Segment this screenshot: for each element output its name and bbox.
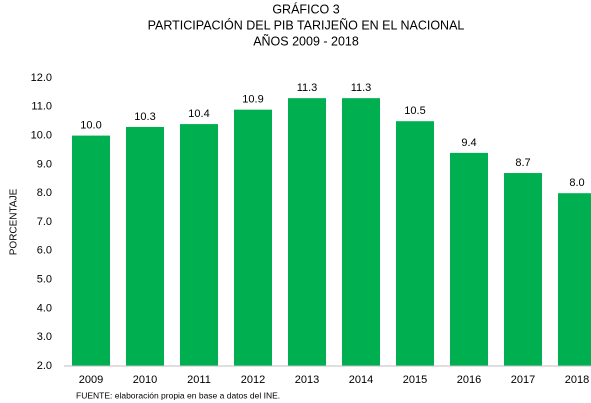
y-tick-label: 10.0	[31, 130, 52, 142]
x-tick-label: 2010	[133, 374, 157, 386]
data-label: 8.7	[515, 157, 530, 169]
data-label: 8.0	[569, 177, 584, 189]
bar	[450, 152, 488, 366]
bar	[558, 193, 591, 366]
data-label: 10.3	[134, 111, 155, 123]
data-label: 11.3	[297, 82, 318, 94]
data-label: 11.3	[351, 82, 372, 94]
x-tick-label: 2018	[565, 374, 589, 386]
y-tick-label: 7.0	[37, 216, 52, 228]
x-tick-label: 2017	[511, 374, 535, 386]
chart-subtitle: AÑOS 2009 - 2018	[253, 34, 359, 48]
y-tick-label: 6.0	[37, 245, 52, 257]
x-tick-label: 2009	[79, 374, 103, 386]
bar	[342, 98, 380, 366]
data-label: 10.0	[80, 120, 101, 132]
x-tick-label: 2014	[349, 374, 373, 386]
y-tick-label: 9.0	[37, 158, 52, 170]
chart-subtitle: PARTICIPACIÓN DEL PIB TARIJEÑO EN EL NAC…	[148, 17, 465, 32]
y-axis-label: PORCENTAJE	[9, 188, 20, 255]
data-label: 10.5	[404, 105, 425, 117]
x-tick-label: 2012	[241, 374, 265, 386]
bar	[288, 98, 326, 366]
y-tick-label: 11.0	[31, 101, 52, 113]
chart-title: GRÁFICO 3	[272, 1, 339, 16]
y-tick-label: 2.0	[37, 360, 52, 372]
bar	[126, 126, 164, 367]
y-tick-label: 8.0	[37, 187, 52, 199]
bar	[396, 121, 434, 366]
data-label: 10.9	[242, 94, 263, 106]
y-tick-label: 12.0	[31, 72, 52, 84]
x-tick-label: 2013	[295, 374, 319, 386]
bar	[180, 124, 218, 366]
y-tick-label: 3.0	[37, 331, 52, 343]
y-tick-label: 4.0	[37, 302, 52, 314]
data-label: 9.4	[461, 137, 476, 149]
bar	[72, 135, 110, 366]
bar	[504, 173, 542, 366]
data-label: 10.4	[188, 108, 209, 120]
x-tick-label: 2016	[457, 374, 481, 386]
x-tick-label: 2011	[187, 374, 211, 386]
source-note: FUENTE: elaboración propia en base a dat…	[76, 390, 280, 400]
y-tick-label: 5.0	[37, 274, 52, 286]
x-tick-label: 2015	[403, 374, 427, 386]
bar	[234, 109, 272, 367]
